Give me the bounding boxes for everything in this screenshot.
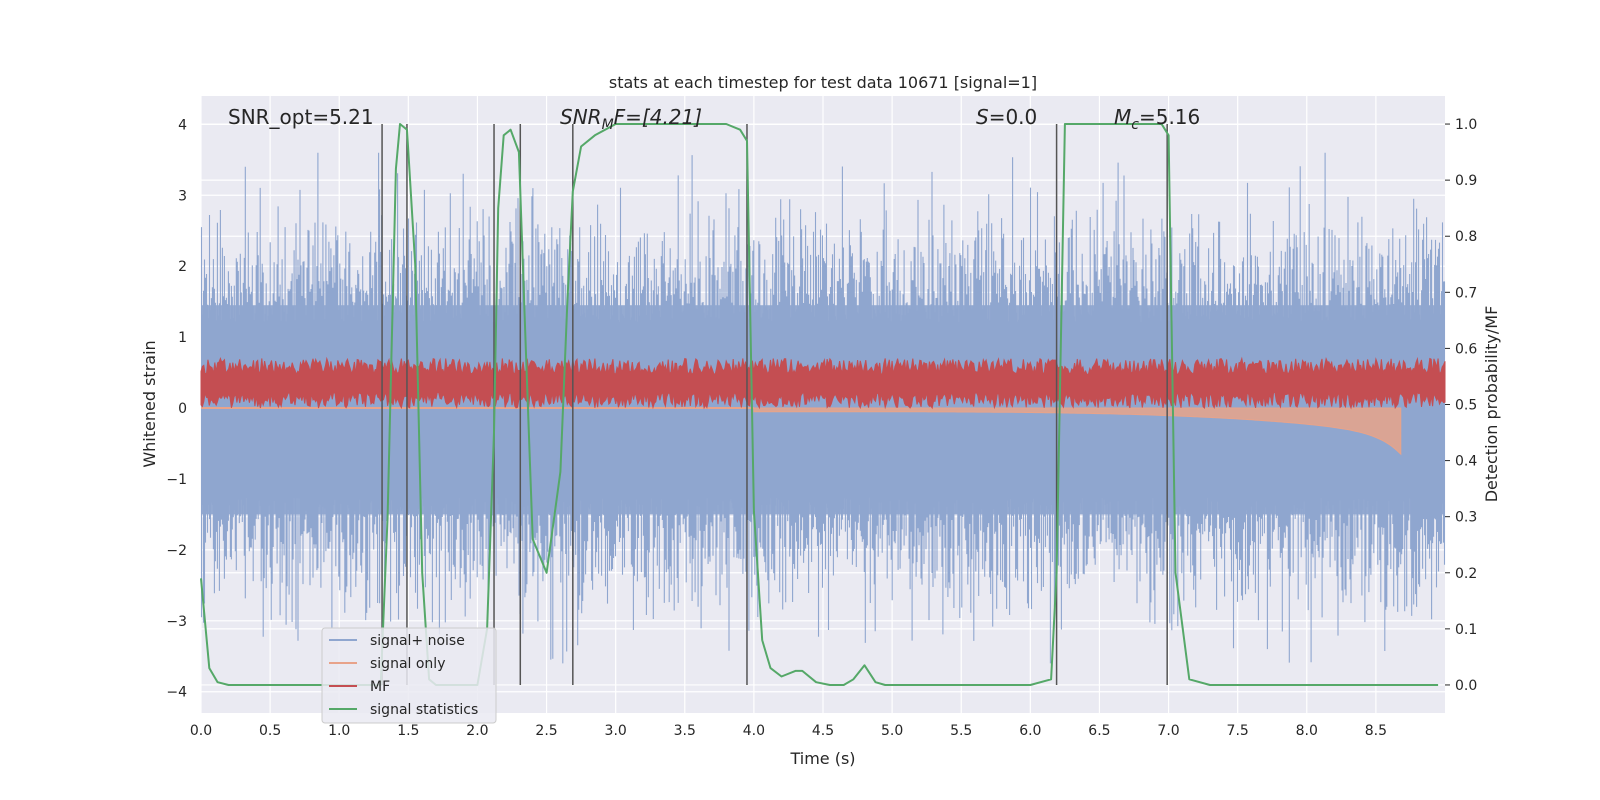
right-y-tick-10: 0.0 xyxy=(1455,678,1477,694)
x-tick-15: 7.5 xyxy=(1227,723,1249,739)
annotation-snr-mf-sub: M xyxy=(602,117,614,133)
right-y-tick-3: 0.7 xyxy=(1455,285,1477,301)
signal-statistics-line xyxy=(200,123,1439,686)
legend-box xyxy=(321,627,497,724)
mf-band xyxy=(200,356,1446,410)
x-tick-0: 0.0 xyxy=(190,723,212,739)
x-tick-9: 4.5 xyxy=(812,723,834,739)
signal-statistics-series xyxy=(200,123,1439,686)
left-y-tick-5: −1 xyxy=(166,472,187,488)
x-tick-4: 2.0 xyxy=(466,723,488,739)
x-tick-16: 8.0 xyxy=(1296,723,1318,739)
left-y-tick-2: 2 xyxy=(178,259,187,275)
x-axis-ticks: 0.0 0.5 1.0 1.5 2.0 2.5 3.0 3.5 4.0 4.5 5.0 5.5 6.0 6… xyxy=(190,723,1387,739)
mf-series xyxy=(200,356,1446,410)
right-y-tick-6: 0.4 xyxy=(1455,454,1477,470)
x-tick-7: 3.5 xyxy=(674,723,696,739)
right-y-tick-0: 1.0 xyxy=(1455,117,1477,133)
left-y-tick-6: −2 xyxy=(166,543,187,559)
signal-chirp-area xyxy=(753,407,1402,456)
left-y-tick-0: 4 xyxy=(178,117,187,133)
right-y-tick-5: 0.5 xyxy=(1455,398,1477,414)
left-y-tick-7: −3 xyxy=(166,614,187,630)
right-y-tick-8: 0.2 xyxy=(1455,566,1477,582)
annotation-s: S=0.0 xyxy=(976,105,1037,129)
x-tick-2: 1.0 xyxy=(328,723,350,739)
annotation-snr-mf-base: SNR xyxy=(560,105,602,129)
x-tick-3: 1.5 xyxy=(397,723,419,739)
right-y-axis-ticks: 1.0 0.9 0.8 0.7 0.6 0.5 0.4 0.3 0.2 0.1 0.0 xyxy=(1445,117,1477,694)
left-y-tick-3: 1 xyxy=(178,330,187,346)
x-tick-10: 5.0 xyxy=(881,723,903,739)
right-y-axis-label: Detection probability/MF xyxy=(1482,306,1501,503)
x-tick-13: 6.5 xyxy=(1088,723,1110,739)
annotation-s-rest: =0.0 xyxy=(989,105,1038,129)
legend-label-signal: signal only xyxy=(370,656,445,672)
annotation-snr-mf: SNRMF=[4.21] xyxy=(560,105,702,133)
annotation-mc-sub: c xyxy=(1131,117,1139,133)
left-y-axis-label: Whitened strain xyxy=(140,340,159,467)
x-tick-14: 7.0 xyxy=(1157,723,1179,739)
left-y-tick-4: 0 xyxy=(178,401,187,417)
left-y-tick-1: 3 xyxy=(178,188,187,204)
legend-label-mf: MF xyxy=(370,679,390,695)
x-tick-5: 2.5 xyxy=(535,723,557,739)
right-y-tick-4: 0.6 xyxy=(1455,341,1477,357)
chart-title: stats at each timestep for test data 106… xyxy=(609,73,1037,92)
annotation-snr-mf-rest: F=[4.21] xyxy=(614,105,702,129)
x-axis-label: Time (s) xyxy=(789,749,855,768)
annotation-mc-base: M xyxy=(1114,105,1131,129)
right-y-tick-2: 0.8 xyxy=(1455,229,1477,245)
vertical-markers xyxy=(381,124,1168,685)
annotation-mc: Mc=5.16 xyxy=(1114,105,1200,133)
signal-only-series xyxy=(201,407,1402,456)
left-y-tick-8: −4 xyxy=(166,685,187,701)
legend: signal+ noise signal only MF signal stat… xyxy=(321,627,497,724)
right-y-tick-9: 0.1 xyxy=(1455,622,1477,638)
right-y-tick-7: 0.3 xyxy=(1455,510,1477,526)
legend-label-noise: signal+ noise xyxy=(370,633,465,649)
right-y-tick-1: 0.9 xyxy=(1455,173,1477,189)
legend-label-stats: signal statistics xyxy=(370,702,478,718)
annotation-s-base: S xyxy=(976,105,989,129)
x-tick-11: 5.5 xyxy=(950,723,972,739)
x-tick-17: 8.5 xyxy=(1365,723,1387,739)
x-tick-12: 6.0 xyxy=(1019,723,1041,739)
x-tick-8: 4.0 xyxy=(743,723,765,739)
annotation-snr-opt: SNR_opt=5.21 xyxy=(228,105,374,129)
x-tick-1: 0.5 xyxy=(259,723,281,739)
left-y-axis-ticks: 4 3 2 1 0 −1 −2 −3 −4 xyxy=(166,117,187,700)
x-tick-6: 3.0 xyxy=(605,723,627,739)
annotation-mc-rest: =5.16 xyxy=(1139,105,1200,129)
